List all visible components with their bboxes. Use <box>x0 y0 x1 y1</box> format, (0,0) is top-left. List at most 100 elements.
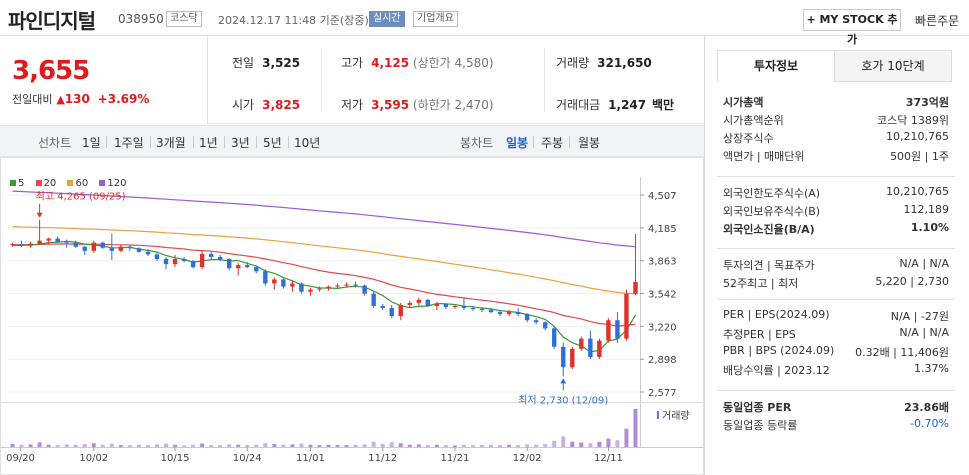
volume-bar <box>91 443 96 447</box>
tab-weekly[interactable]: 주봉 <box>541 136 564 150</box>
tab-3y[interactable]: 3년 <box>231 136 250 150</box>
divider <box>544 48 545 112</box>
info-row: 외국인소진율(B/A) 1.10% <box>723 221 949 239</box>
candle <box>452 305 458 307</box>
x-tick-label: 12/02 <box>513 453 542 464</box>
tab-3m[interactable]: 3개월 <box>156 136 186 150</box>
price-chart[interactable]: 4,507 4,185 3,863 3,542 3,220 2,898 2,577 거래량 09… <box>0 157 704 475</box>
candle <box>136 248 142 252</box>
add-mystock-button[interactable]: + MY STOCK 추가 <box>803 9 901 46</box>
candle <box>236 265 241 269</box>
volume-bar <box>434 444 439 447</box>
amount-unit: 백만 <box>651 98 675 112</box>
y-tick-label: 3,863 <box>648 257 677 268</box>
price-summary: 3,655 전일대비 ▲130 +3.69% <box>0 36 208 124</box>
low-arrow-head <box>560 378 567 384</box>
annotation-high: 최고 4,265 (09/25) <box>36 191 126 203</box>
tab-1w[interactable]: 1주일 <box>114 136 144 150</box>
amount-value: 1,247 <box>608 98 647 112</box>
x-tick-label: 11/21 <box>441 453 470 464</box>
company-overview-button[interactable]: 기업개요 <box>413 11 458 27</box>
realtime-badge[interactable]: 실시간 <box>369 11 405 27</box>
info-key: 동일업종 등락률 <box>723 419 798 432</box>
candle <box>606 320 611 341</box>
tab-5y[interactable]: 5년 <box>263 136 282 150</box>
volume-bar <box>516 445 521 447</box>
tab-daily[interactable]: 일봉 <box>506 136 529 150</box>
quick-order-button[interactable]: 빠른주문 <box>915 14 960 28</box>
volume-bar <box>461 444 466 447</box>
tab-1y[interactable]: 1년 <box>199 136 218 150</box>
divider <box>717 299 955 300</box>
info-value: 1.37% <box>914 362 949 375</box>
volume-bar <box>534 444 539 447</box>
volume: 거래량 321,650 <box>556 54 652 71</box>
tab-hoga-10[interactable]: 호가 10단계 <box>834 50 952 82</box>
volume-bar <box>200 443 205 447</box>
candle-chart-label[interactable]: 봉차트 <box>460 136 494 150</box>
volume-bar <box>624 428 629 447</box>
candle <box>497 312 503 315</box>
divider <box>321 48 322 112</box>
candle <box>100 242 105 248</box>
info-value: N/A | N/A <box>899 326 949 339</box>
volume-bar <box>272 443 277 447</box>
candle <box>245 265 250 268</box>
y-tick-label: 3,542 <box>648 290 677 301</box>
volume-bar <box>398 443 403 447</box>
info-row: 동일업종 PER 23.86배 <box>723 399 949 417</box>
volume-bar <box>380 443 385 447</box>
info-value: 10,210,765 <box>886 185 949 198</box>
volume-label: 거래량 <box>556 56 590 70</box>
info-key: 52주최고 | 최저 <box>723 277 799 290</box>
tab-monthly[interactable]: 월봉 <box>578 136 601 150</box>
line-chart-label[interactable]: 선차트 <box>38 136 72 150</box>
info-key: 배당수익률 | 2023.12 <box>723 364 830 377</box>
volume-bar <box>498 445 503 447</box>
volume-bar <box>263 443 268 447</box>
volume-legend-swatch <box>657 411 659 419</box>
info-value: N/A | -27원 <box>890 310 949 323</box>
candle <box>533 320 539 323</box>
info-key: PBR | BPS (2024.09) <box>723 344 835 357</box>
tab-10y[interactable]: 10년 <box>294 136 321 150</box>
volume-bar <box>362 444 367 447</box>
tab-1d[interactable]: 1일 <box>82 136 101 150</box>
lower-limit: (하한가 2,470) <box>412 98 494 112</box>
volume-bar <box>489 444 494 447</box>
info-value: N/A | N/A <box>899 257 949 270</box>
candle <box>488 310 494 313</box>
candle <box>633 281 638 294</box>
info-value: -0.70% <box>910 417 949 430</box>
candle <box>371 293 376 306</box>
volume-bar <box>191 444 196 447</box>
volume-bar <box>64 444 69 447</box>
stock-code: 038950 <box>118 12 164 26</box>
ma120-line <box>12 190 636 248</box>
volume-bar <box>452 445 457 447</box>
y-tick-label: 4,507 <box>648 191 677 202</box>
volume-bar <box>37 442 42 447</box>
candle <box>190 261 196 268</box>
candle <box>579 338 584 349</box>
change-label: 전일대비 <box>12 93 53 106</box>
y-tick-label: 2,898 <box>648 355 677 366</box>
info-key: 외국인보유주식수(B) <box>723 205 821 218</box>
candle <box>109 247 115 251</box>
ma20-line <box>12 243 636 327</box>
divider <box>288 136 289 148</box>
volume-label: 거래량 <box>662 410 690 422</box>
legend-ma20: 20 <box>35 178 56 189</box>
info-key: 상장주식수 <box>723 132 774 145</box>
x-tick-label: 10/15 <box>161 453 190 464</box>
low-value: 3,595 <box>371 98 410 112</box>
candle <box>172 258 178 265</box>
volume-bar <box>164 443 168 447</box>
tab-invest-info[interactable]: 투자정보 <box>717 50 835 82</box>
divider <box>717 390 955 391</box>
divider <box>569 136 570 148</box>
candle <box>254 267 259 272</box>
volume-bar <box>371 441 376 447</box>
volume-bar <box>254 444 259 447</box>
info-row: 시가총액 373억원 <box>723 94 949 112</box>
